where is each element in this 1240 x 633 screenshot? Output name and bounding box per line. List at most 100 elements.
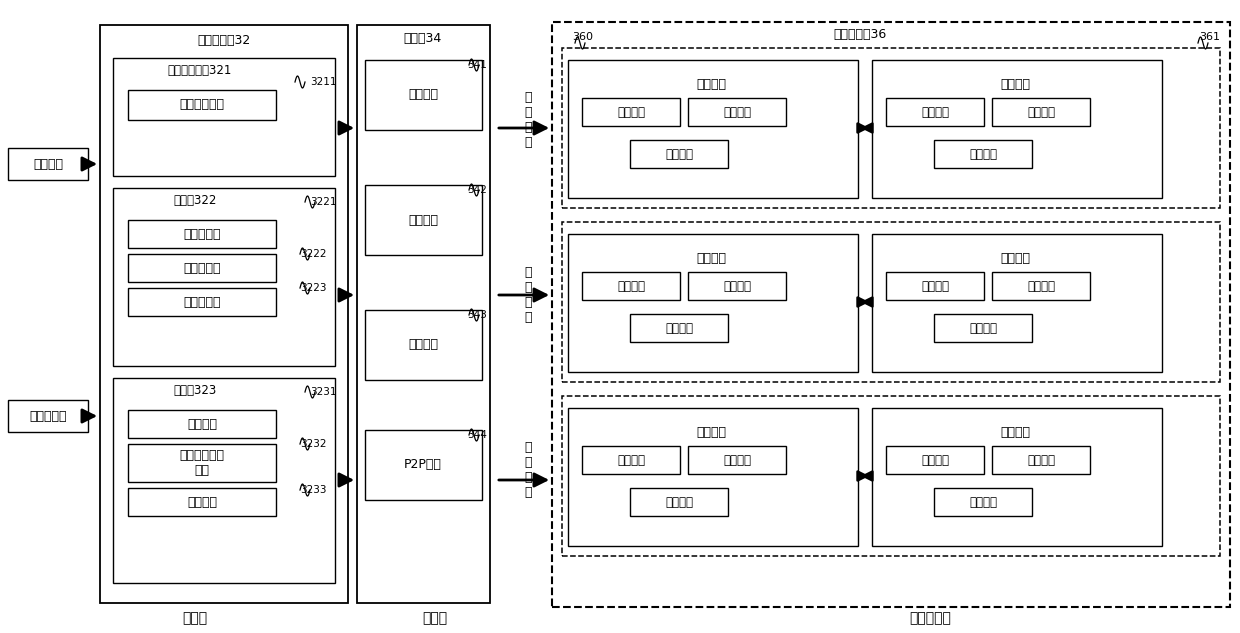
Text: 3222: 3222 [300, 249, 326, 259]
Text: 开票方终端: 开票方终端 [184, 227, 221, 241]
Text: 子
区
块
链: 子 区 块 链 [525, 266, 532, 324]
Text: 路由层34: 路由层34 [404, 32, 443, 44]
Bar [872, 60, 1162, 198]
Text: 高速缓存: 高速缓存 [1027, 106, 1055, 118]
Text: 361: 361 [1199, 32, 1220, 42]
Bar [128, 488, 277, 516]
Bar [992, 272, 1090, 300]
Text: 专用终端: 专用终端 [187, 496, 217, 508]
Bar [992, 98, 1090, 126]
Bar [582, 272, 680, 300]
Bar [582, 98, 680, 126]
Text: 权限合约: 权限合约 [618, 106, 645, 118]
Text: 权限合约: 权限合约 [921, 453, 949, 467]
Bar [100, 25, 348, 603]
Bar [113, 188, 335, 366]
Bar [128, 444, 277, 482]
Text: 消费者终端: 消费者终端 [30, 410, 67, 422]
Bar [128, 220, 277, 248]
Bar [630, 488, 728, 516]
Text: 高速缓存: 高速缓存 [723, 280, 751, 292]
Text: 路由服务: 路由服务 [408, 339, 438, 351]
Bar [688, 446, 786, 474]
Text: 公有云322: 公有云322 [174, 194, 217, 206]
Bar [562, 222, 1220, 382]
Text: 权限合约: 权限合约 [921, 106, 949, 118]
Bar [113, 378, 335, 583]
Bar [887, 446, 985, 474]
Text: 数据区块: 数据区块 [968, 147, 997, 161]
Text: 共识节点: 共识节点 [999, 425, 1030, 439]
Text: 高速缓存: 高速缓存 [723, 106, 751, 118]
Bar [688, 272, 786, 300]
Text: 高速缓存: 高速缓存 [1027, 453, 1055, 467]
Bar [128, 288, 277, 316]
Text: 3211: 3211 [310, 77, 336, 87]
Bar [365, 185, 482, 255]
Bar [365, 430, 482, 500]
Bar [887, 272, 985, 300]
Bar [568, 408, 858, 546]
Text: 路由层: 路由层 [423, 611, 448, 625]
Text: 数据区块: 数据区块 [665, 322, 693, 334]
Bar [582, 446, 680, 474]
Bar [688, 98, 786, 126]
Text: 私有云323: 私有云323 [174, 384, 217, 396]
Text: 高速缓存: 高速缓存 [723, 453, 751, 467]
Text: 证书缓存: 证书缓存 [408, 213, 438, 227]
Text: 3221: 3221 [310, 197, 336, 207]
Bar [7, 400, 88, 432]
Bar [7, 148, 88, 180]
Text: 共识节点: 共识节点 [999, 251, 1030, 265]
Text: 业务层: 业务层 [182, 611, 207, 625]
Text: 权限合约: 权限合约 [618, 453, 645, 467]
Text: 权限合约: 权限合约 [618, 280, 645, 292]
Text: 业务子网络32: 业务子网络32 [197, 34, 250, 46]
Text: 报销方终端: 报销方终端 [184, 261, 221, 275]
Text: 电子票据流转
终端: 电子票据流转 终端 [180, 449, 224, 477]
Text: 权限合约: 权限合约 [921, 280, 949, 292]
Text: 高速缓存: 高速缓存 [1027, 280, 1055, 292]
Text: P2P服务: P2P服务 [404, 458, 441, 472]
Bar [568, 234, 858, 372]
Bar [630, 314, 728, 342]
Text: 管理机构终端: 管理机构终端 [180, 99, 224, 111]
Text: 数据区块: 数据区块 [968, 496, 997, 508]
Text: 认证服务: 认证服务 [408, 89, 438, 101]
Bar [365, 60, 482, 130]
Bar [128, 254, 277, 282]
Text: 报税方终端: 报税方终端 [184, 296, 221, 308]
Text: 共识节点: 共识节点 [696, 77, 725, 91]
Text: 341: 341 [467, 60, 487, 70]
Bar [365, 310, 482, 380]
Text: 共识节点: 共识节点 [999, 77, 1030, 91]
Text: 344: 344 [467, 430, 487, 440]
Text: 子
区
块
链: 子 区 块 链 [525, 441, 532, 499]
Text: 共识节点: 共识节点 [696, 425, 725, 439]
Text: 3231: 3231 [310, 387, 336, 397]
Bar [934, 140, 1032, 168]
Text: 342: 342 [467, 185, 487, 195]
Bar [128, 410, 277, 438]
Bar [562, 48, 1220, 208]
Bar [113, 58, 335, 176]
Bar [872, 234, 1162, 372]
Bar [552, 22, 1230, 607]
Text: 343: 343 [467, 310, 487, 320]
Text: 企业终端: 企业终端 [33, 158, 63, 170]
Text: 数据区块: 数据区块 [665, 147, 693, 161]
Text: 核心共识层: 核心共识层 [909, 611, 951, 625]
Text: 共识节点: 共识节点 [696, 251, 725, 265]
Text: 支付终端: 支付终端 [187, 418, 217, 430]
Bar [562, 396, 1220, 556]
Text: 子
区
块
链: 子 区 块 链 [525, 91, 532, 149]
Text: 3233: 3233 [300, 485, 326, 495]
Text: 3223: 3223 [300, 283, 326, 293]
Bar [934, 488, 1032, 516]
Text: 监管机构专网321: 监管机构专网321 [167, 63, 232, 77]
Text: 数据区块: 数据区块 [968, 322, 997, 334]
Text: 360: 360 [573, 32, 594, 42]
Bar [128, 90, 277, 120]
Text: 3232: 3232 [300, 439, 326, 449]
Text: 共识子网络36: 共识子网络36 [833, 27, 887, 41]
